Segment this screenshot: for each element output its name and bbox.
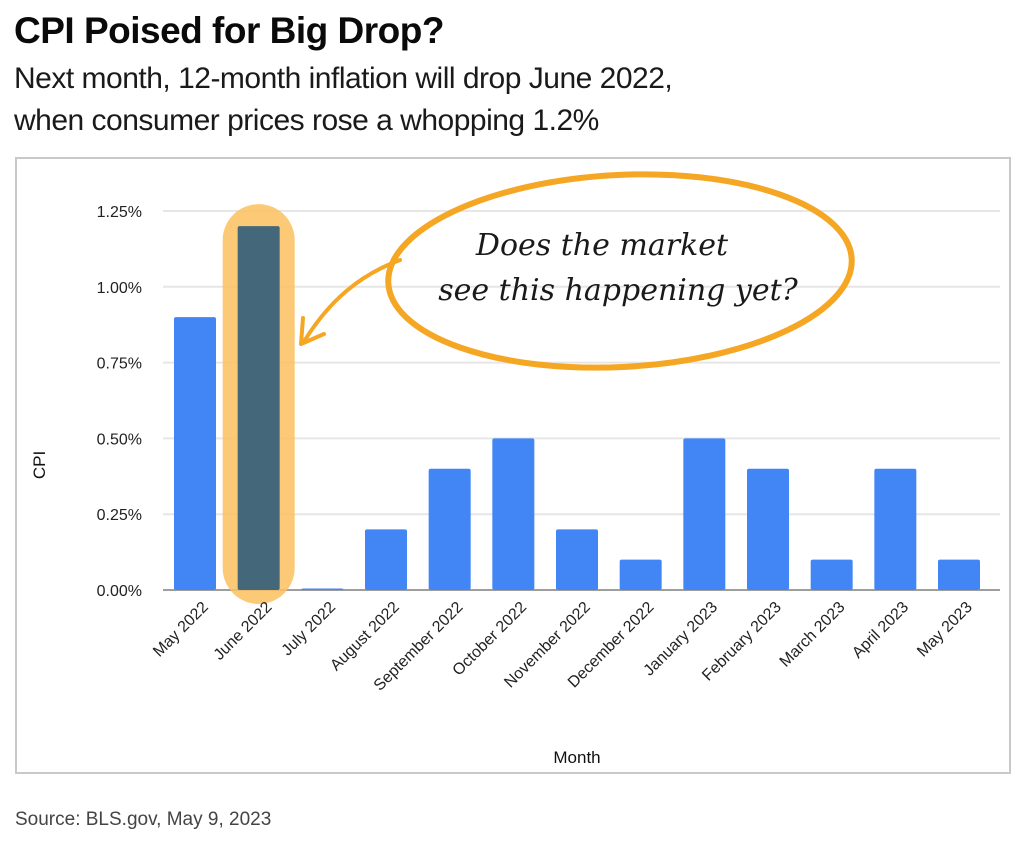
x-tick-label: April 2023: [849, 599, 912, 662]
bar-april-2023: [874, 468, 917, 590]
chart-title: CPI Poised for Big Drop?: [14, 10, 444, 51]
bar-march-2023: [810, 559, 853, 590]
y-tick-label: 0.00%: [97, 583, 142, 600]
bar-august-2022: [365, 529, 407, 590]
subtitle-line-1: Next month, 12-month inflation will drop…: [14, 62, 673, 95]
bars: [174, 226, 980, 590]
x-tick-label: May 2022: [150, 599, 212, 661]
annotation-layer: Does the market see this happening yet?: [299, 171, 855, 371]
bar-february-2023: [747, 468, 789, 590]
bar-september-2022: [428, 468, 471, 590]
source-note: Source: BLS.gov, May 9, 2023: [15, 809, 272, 830]
x-axis-title: Month: [553, 748, 600, 767]
subtitle-line-2: when consumer prices rose a whopping 1.2…: [14, 104, 599, 137]
bar-june-2022: [237, 226, 280, 590]
annotation-text-line-2: see this happening yet?: [438, 273, 798, 308]
annotation-text-line-1: Does the market: [475, 228, 729, 263]
y-tick-label: 1.25%: [97, 204, 142, 221]
y-axis-title: CPI: [30, 451, 49, 479]
y-tick-label: 0.75%: [97, 356, 142, 373]
bar-december-2022: [619, 559, 662, 590]
bar-may-2023: [938, 559, 980, 590]
y-tick-label: 0.25%: [97, 507, 142, 524]
annotation-arrow-shaft: [303, 258, 402, 342]
x-tick-label: March 2023: [777, 599, 849, 671]
x-tick-label: July 2022: [279, 599, 340, 660]
y-tick-label: 1.00%: [97, 280, 142, 297]
bar-january-2023: [683, 438, 726, 590]
y-tick-label: 0.50%: [97, 431, 142, 448]
bar-october-2022: [492, 438, 535, 590]
bar-november-2022: [556, 529, 598, 590]
bar-july-2022: [301, 588, 344, 590]
annotation-arrowhead-icon: [299, 316, 326, 346]
chart-subtitle: Next month, 12-month inflation will drop…: [14, 58, 1014, 142]
bar-may-2022: [174, 317, 216, 590]
annotation-ellipse: [385, 171, 855, 371]
x-tick-label: May 2023: [914, 599, 976, 661]
y-axis-ticks: 0.00% 0.25% 0.50% 0.75% 1.00% 1.25%: [97, 204, 142, 600]
x-tick-label: June 2022: [211, 599, 276, 664]
